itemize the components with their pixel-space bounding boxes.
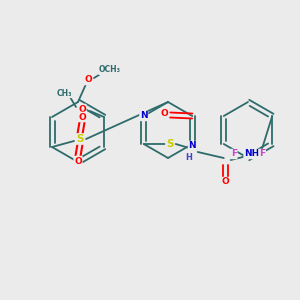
Text: O: O <box>222 178 230 187</box>
Text: O: O <box>78 112 86 122</box>
Text: F: F <box>259 149 265 158</box>
Text: N: N <box>188 142 196 151</box>
Text: O: O <box>74 157 82 166</box>
Text: H: H <box>185 154 192 163</box>
Text: O: O <box>160 110 168 118</box>
Text: O: O <box>84 76 92 85</box>
Text: O: O <box>78 104 86 113</box>
Text: S: S <box>76 134 84 144</box>
Text: N: N <box>140 112 148 121</box>
Text: S: S <box>166 139 173 149</box>
Text: F: F <box>231 149 237 158</box>
Text: OCH₃: OCH₃ <box>99 65 121 74</box>
Text: CH₃: CH₃ <box>56 88 72 98</box>
Text: NH: NH <box>244 149 260 158</box>
